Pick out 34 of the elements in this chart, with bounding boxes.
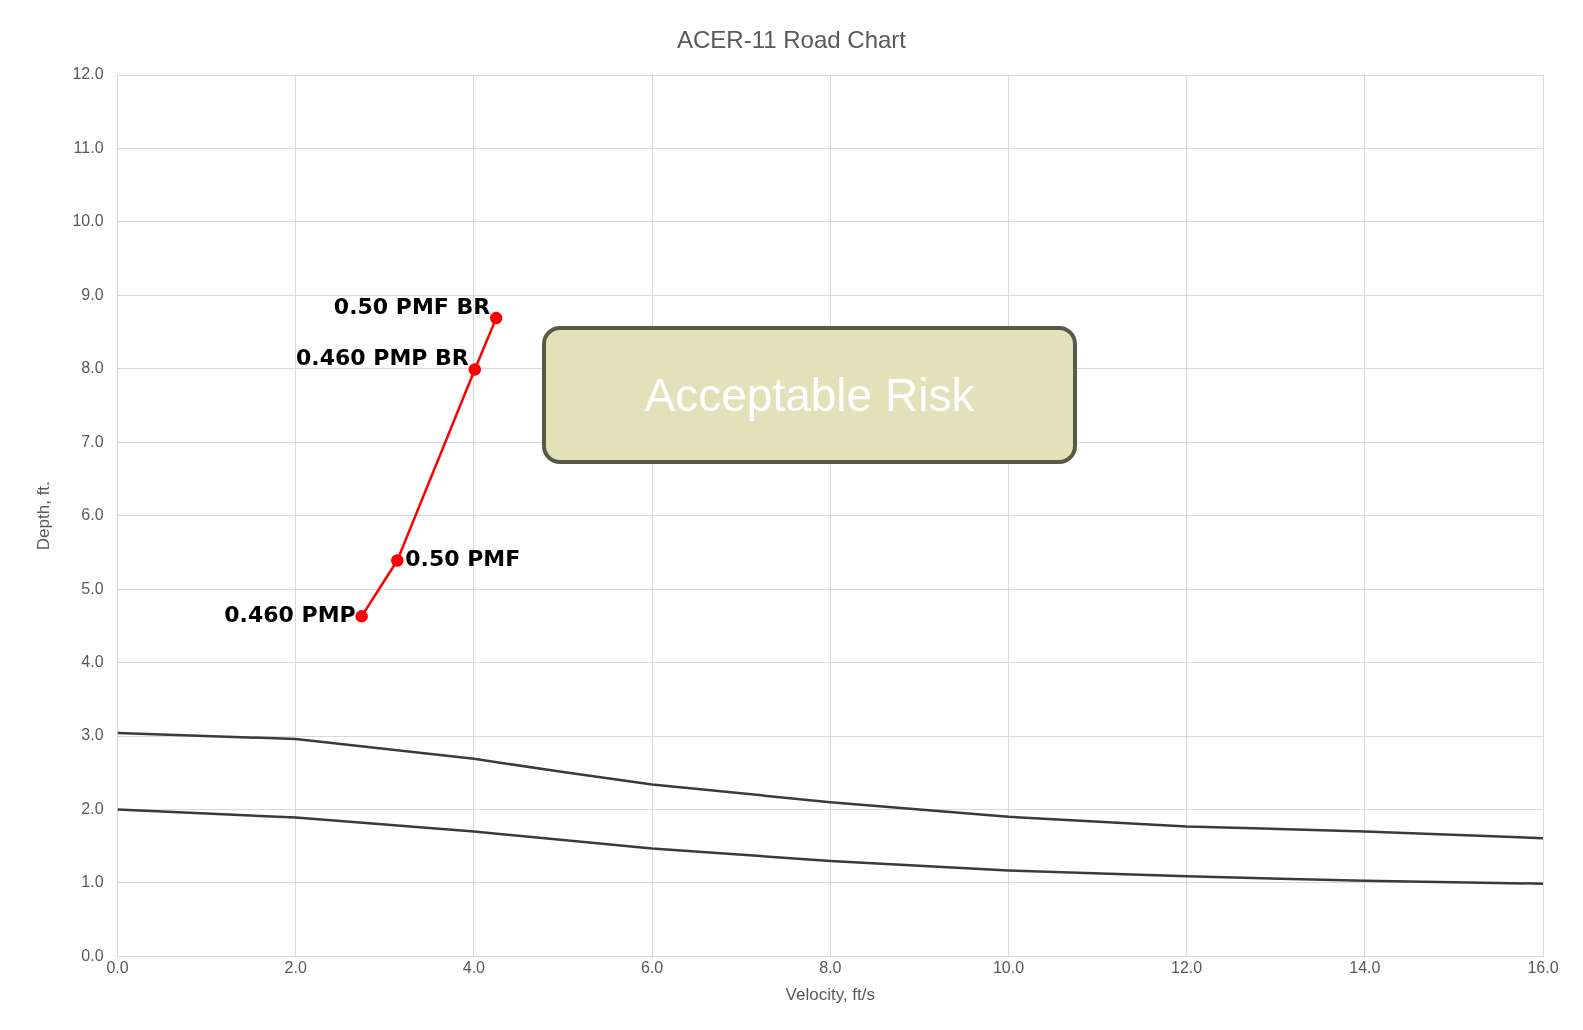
x-axis-title: Velocity, ft/s: [785, 985, 875, 1005]
y-tick-label: 7.0: [81, 432, 104, 450]
x-tick-label: 6.0: [640, 959, 664, 977]
point: [391, 554, 404, 567]
x-tick-label: 16.0: [1527, 959, 1559, 977]
point: [355, 610, 368, 623]
x-tick-label: 0.0: [106, 959, 129, 977]
annotation: 0.460 PMP: [224, 602, 356, 628]
y-tick-label: 6.0: [81, 506, 104, 524]
annotation: 0.460 PMP BR: [296, 345, 469, 371]
y-tick-label: 4.0: [81, 653, 104, 671]
y-tick-label: 3.0: [81, 726, 104, 744]
y-tick-label: 12.0: [72, 65, 104, 83]
point: [489, 311, 503, 325]
y-tick-label: 2.0: [81, 799, 104, 817]
y-tick-label: 8.0: [81, 359, 104, 377]
x-tick-label: 4.0: [462, 959, 486, 977]
y-tick-label: 1.0: [81, 873, 104, 891]
point: [468, 363, 482, 376]
y-axis-title: Depth, ft.: [33, 481, 53, 551]
y-tick-label: 10.0: [72, 212, 104, 230]
annotation: 0.50 PMF: [405, 546, 521, 572]
y-tick-label: 0.0: [81, 946, 104, 964]
note-box: Acceptable Risk: [542, 326, 1077, 464]
chart-title: ACER-11 Road Chart: [676, 26, 907, 54]
x-tick-label: 12.0: [1171, 959, 1203, 977]
y-tick-label: 11.0: [73, 138, 104, 156]
y-tick-label: 5.0: [81, 579, 104, 597]
y-tick-label: 9.0: [81, 285, 104, 303]
x-tick-label: 10.0: [992, 959, 1025, 977]
x-tick-label: 8.0: [819, 959, 842, 977]
x-tick-label: 14.0: [1349, 959, 1381, 977]
annotation: 0.50 PMF BR: [333, 293, 491, 319]
x-tick-label: 2.0: [284, 959, 307, 977]
